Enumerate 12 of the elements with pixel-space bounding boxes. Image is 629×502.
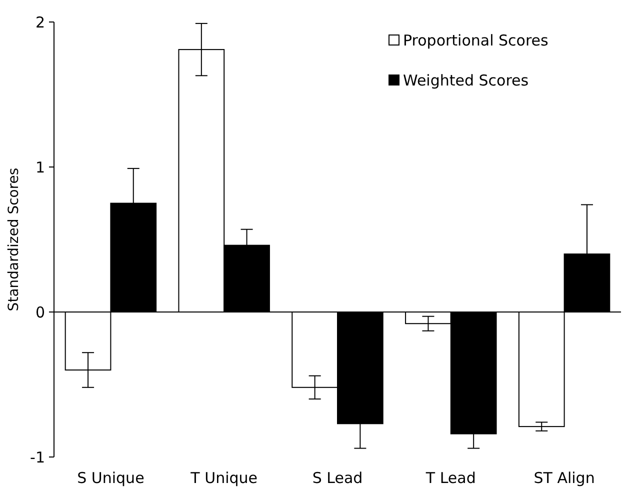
x-tick-label: ST Align: [534, 469, 595, 487]
legend-label: Proportional Scores: [403, 31, 549, 50]
x-tick-label: T Lead: [424, 469, 476, 487]
x-tick-label: S Unique: [77, 469, 144, 487]
y-axis-title: Standardized Scores: [6, 168, 22, 312]
y-tick-label: 1: [35, 158, 45, 176]
y-tick-label: 0: [35, 303, 45, 322]
x-tick-label: T Unique: [190, 469, 258, 487]
y-tick-label: -1: [30, 448, 45, 466]
x-tick-label: S Lead: [312, 469, 363, 487]
y-tick-label: 2: [35, 13, 45, 32]
legend-label: Weighted Scores: [403, 71, 529, 90]
